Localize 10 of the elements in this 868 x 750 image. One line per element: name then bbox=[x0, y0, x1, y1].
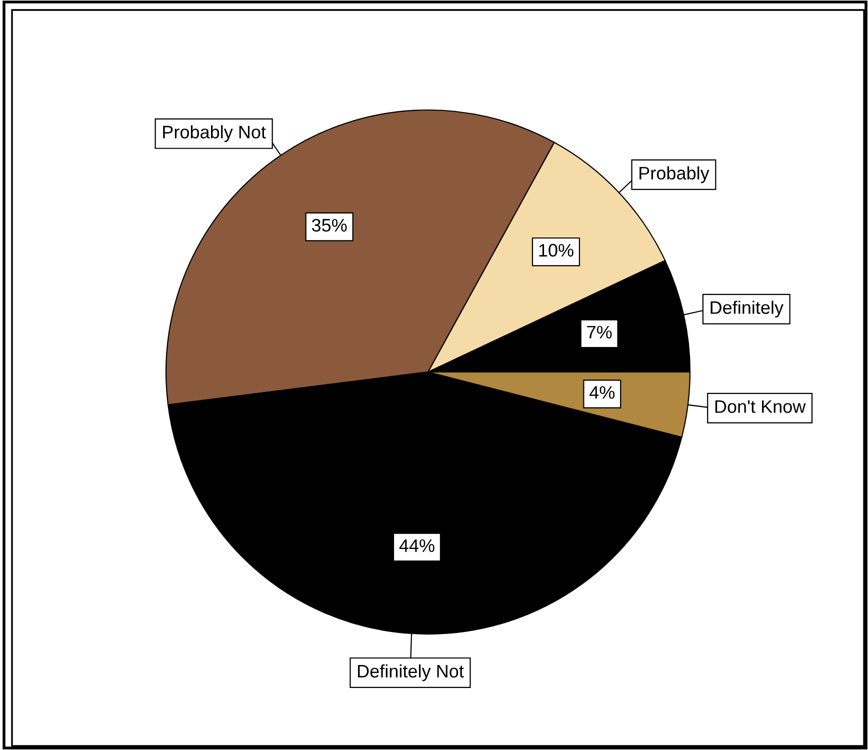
data-label: 7% bbox=[587, 326, 612, 338]
data-label: 10% bbox=[539, 244, 574, 257]
slice-label: Don't Know bbox=[715, 400, 806, 413]
data-label: 44% bbox=[399, 539, 434, 552]
slice-label: Probably Not bbox=[163, 125, 266, 142]
data-label: 35% bbox=[312, 218, 347, 232]
slice-label: Probably bbox=[640, 166, 710, 184]
slice-label: Definitely Not bbox=[358, 664, 464, 682]
data-label: 4% bbox=[590, 386, 615, 399]
slice-label: Definitely bbox=[710, 300, 784, 318]
